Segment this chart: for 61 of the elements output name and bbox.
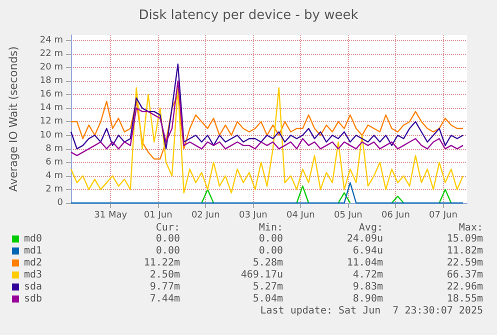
y-tick-label: 22 m xyxy=(40,48,63,59)
text: 0.00 xyxy=(258,246,283,256)
legend-label: md2 xyxy=(24,258,42,268)
text: 11.04m xyxy=(346,258,383,268)
text: 11.22m xyxy=(144,258,180,268)
y-tick-label: 8 m xyxy=(46,144,63,154)
legend-label: md1 xyxy=(24,246,42,256)
y-tick-label: 12 m xyxy=(40,116,63,127)
x-tick-label: 02 Jun xyxy=(191,210,220,220)
x-tick-label: 03 Jun xyxy=(238,210,268,220)
x-tick-label: 06 Jun xyxy=(382,210,410,220)
text: 22.96m xyxy=(446,282,483,292)
text: 18.55m xyxy=(446,294,483,304)
text: 24.09u xyxy=(346,234,383,244)
y-tick-label: 4 m xyxy=(46,170,63,181)
text: 469.17u xyxy=(240,270,283,280)
text: 0.00 xyxy=(258,234,283,244)
legend-label: md3 xyxy=(24,270,42,280)
text: Last update: Sat Jun 7 23:30:07 2025 xyxy=(260,306,483,316)
text: Max: xyxy=(458,222,483,234)
x-tick-label: 01 Jun xyxy=(144,210,172,220)
text: 2.50m xyxy=(150,270,180,280)
line-series xyxy=(70,64,464,150)
x-tick-label: 31 May xyxy=(94,210,128,220)
text: 22.59m xyxy=(446,258,483,268)
y-axis-title: Average IO Wait (seconds) xyxy=(7,46,20,192)
y-tick-label: 24 m xyxy=(40,35,63,46)
text: 11.82m xyxy=(446,246,483,256)
text: 0.00 xyxy=(156,234,180,244)
text: 5.04m xyxy=(252,294,283,304)
line-series xyxy=(70,80,464,156)
x-tick-label: 07 Jun xyxy=(429,210,458,220)
text: 5.28m xyxy=(252,258,283,268)
y-tick-label: 16 m xyxy=(40,90,63,100)
line-series xyxy=(70,87,464,194)
text: 6.94u xyxy=(352,246,383,256)
legend-label: md0 xyxy=(24,234,42,244)
text: Cur: xyxy=(156,222,180,234)
text: 66.37m xyxy=(446,270,483,280)
x-tick-label: 04 Jun xyxy=(286,210,315,220)
y-tick-label: 20 m xyxy=(40,62,63,73)
legend-label: sda xyxy=(24,282,42,292)
y-tick-label: 0 xyxy=(57,198,64,208)
y-tick-label: 6 m xyxy=(46,157,63,168)
text: 7.44m xyxy=(150,294,180,304)
y-tick-label: 14 m xyxy=(40,103,63,114)
y-tick-label: 18 m xyxy=(40,76,63,86)
text: 0.00 xyxy=(156,246,180,256)
text: 15.09m xyxy=(446,234,483,244)
y-tick-label: 2 m xyxy=(46,184,63,194)
y-tick-label: 10 m xyxy=(40,130,63,140)
text: 4.72m xyxy=(352,270,383,280)
chart-title: Disk latency per device - by week xyxy=(138,8,359,23)
text: 9.77m xyxy=(150,282,180,292)
text: Avg: xyxy=(358,222,383,234)
text: Min: xyxy=(258,222,283,234)
legend-label: sdb xyxy=(24,294,42,304)
text: 5.27m xyxy=(252,282,283,292)
text: 8.90m xyxy=(352,294,383,304)
x-tick-label: 05 Jun xyxy=(334,210,362,220)
text: 9.83m xyxy=(352,282,383,292)
